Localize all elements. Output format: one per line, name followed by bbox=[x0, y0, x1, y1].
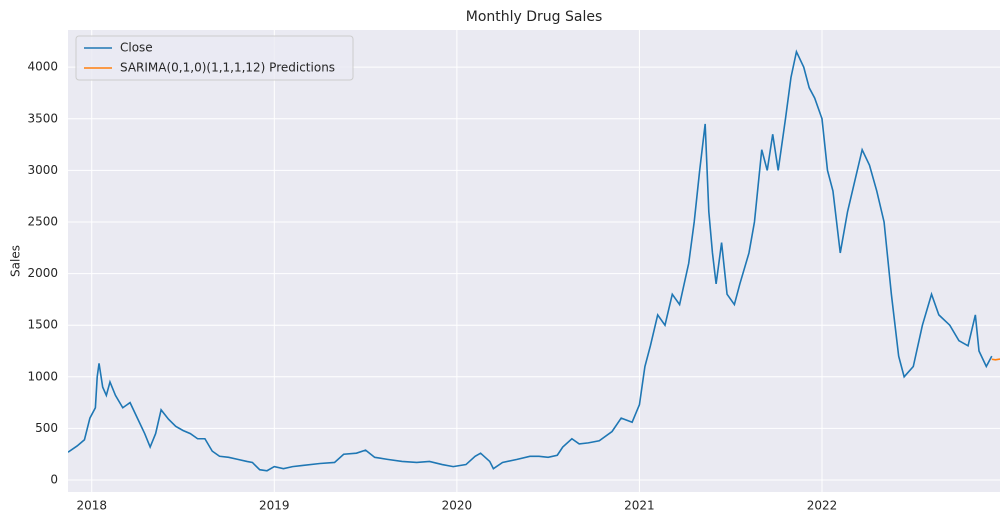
chart-title: Monthly Drug Sales bbox=[466, 9, 603, 25]
x-tick-label: 2021 bbox=[624, 499, 655, 513]
y-tick-label: 2000 bbox=[27, 266, 58, 280]
y-tick-label: 0 bbox=[50, 473, 58, 487]
y-tick-label: 1500 bbox=[27, 318, 58, 332]
y-tick-label: 3500 bbox=[27, 111, 58, 125]
legend-label: Close bbox=[120, 41, 153, 55]
legend-label: SARIMA(0,1,0)(1,1,1,12) Predictions bbox=[120, 61, 335, 75]
grid bbox=[68, 30, 1000, 492]
x-tick-label: 2022 bbox=[807, 499, 838, 513]
series-line bbox=[991, 358, 1000, 361]
y-tick-label: 2500 bbox=[27, 214, 58, 228]
y-tick-label: 1000 bbox=[27, 369, 58, 383]
y-tick-label: 4000 bbox=[27, 60, 58, 74]
x-tick-label: 2018 bbox=[76, 499, 107, 513]
series-line bbox=[68, 49, 993, 472]
y-tick-label: 500 bbox=[35, 421, 58, 435]
lines bbox=[68, 49, 1000, 472]
x-tick-label: 2020 bbox=[442, 499, 473, 513]
x-tick-label: 2019 bbox=[259, 499, 290, 513]
y-tick-label: 3000 bbox=[27, 163, 58, 177]
legend: Close SARIMA(0,1,0)(1,1,1,12) Predictions bbox=[75, 35, 354, 81]
plot-area bbox=[68, 30, 1000, 492]
legend-box bbox=[75, 35, 354, 81]
y-axis-label: Sales bbox=[9, 245, 23, 277]
